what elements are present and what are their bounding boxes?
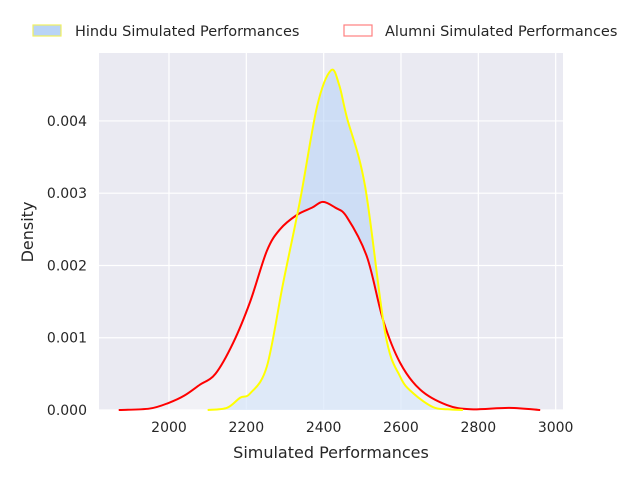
x-axis-ticks: 2000 2200 2400 2600 2800 3000 <box>151 420 573 436</box>
density-area-alumni <box>118 201 541 410</box>
x-tick-label: 3000 <box>538 420 574 436</box>
legend-item-hindu: Hindu Simulated Performances <box>32 24 299 40</box>
legend-label-alumni: Alumni Simulated Performances <box>385 24 617 40</box>
y-axis-label: Density <box>18 202 37 263</box>
y-tick-label: 0.003 <box>47 186 87 202</box>
legend-item-alumni: Alumni Simulated Performances <box>343 24 617 40</box>
y-tick-label: 0.002 <box>47 258 87 274</box>
x-tick-label: 2600 <box>383 420 419 436</box>
y-tick-label: 0.000 <box>47 403 87 419</box>
y-tick-label: 0.004 <box>47 114 87 130</box>
x-tick-label: 2400 <box>306 420 342 436</box>
y-axis-ticks: 0.000 0.001 0.002 0.003 0.004 <box>47 114 87 419</box>
y-tick-label: 0.001 <box>47 331 87 347</box>
legend-label-hindu: Hindu Simulated Performances <box>75 24 299 40</box>
x-axis-label: Simulated Performances <box>233 443 429 462</box>
density-line-hindu <box>207 68 463 411</box>
density-line-alumni <box>118 200 541 411</box>
x-tick-label: 2200 <box>228 420 264 436</box>
x-tick-label: 2000 <box>151 420 187 436</box>
legend-swatch-alumni <box>343 24 373 37</box>
legend-swatch-hindu <box>32 24 62 37</box>
density-area-hindu <box>207 69 463 411</box>
legend: Hindu Simulated Performances Alumni Simu… <box>32 24 617 40</box>
series-layer <box>118 68 541 411</box>
x-tick-label: 2800 <box>460 420 496 436</box>
